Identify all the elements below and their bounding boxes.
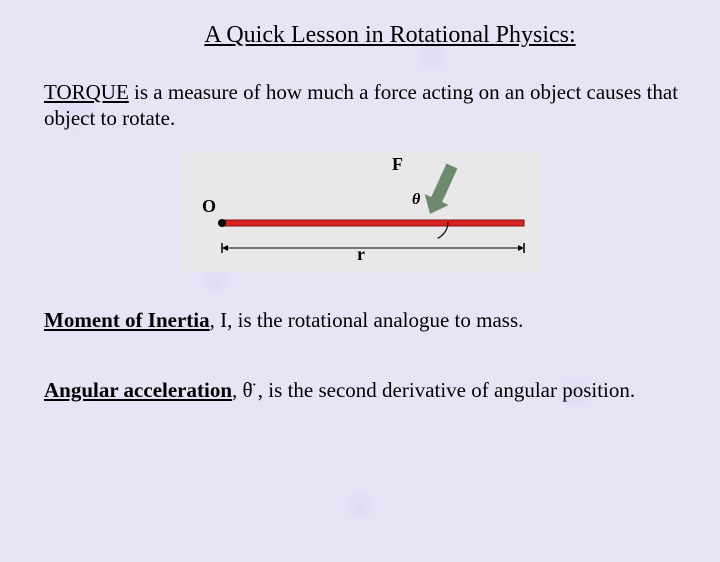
torque-diagram: Fθ Or xyxy=(180,152,540,277)
moi-term: Moment of Inertia xyxy=(44,308,210,332)
torque-term: TORQUE xyxy=(44,80,129,104)
moment-of-inertia-definition: Moment of Inertia, I, is the rotational … xyxy=(44,307,680,333)
torque-text: is a measure of how much a force acting … xyxy=(44,80,678,130)
moi-rest: rotational analogue to mass. xyxy=(288,308,524,332)
angaccel-mid: , θ̈ , is the xyxy=(232,378,318,402)
svg-text:O: O xyxy=(202,196,216,216)
svg-text:r: r xyxy=(357,244,365,264)
angular-acceleration-definition: Angular acceleration, θ̈ , is the second… xyxy=(44,377,680,403)
torque-diagram-svg: Fθ Or xyxy=(180,152,540,272)
svg-text:F: F xyxy=(392,154,403,174)
angaccel-rest: second derivative of angular position. xyxy=(318,378,635,402)
torque-definition: TORQUE is a measure of how much a force … xyxy=(44,79,680,132)
page-title: A Quick Lesson in Rotational Physics: xyxy=(0,22,720,49)
svg-text:θ: θ xyxy=(412,191,421,208)
angaccel-term: Angular acceleration xyxy=(44,378,232,402)
moi-mid: , I, is the xyxy=(210,308,288,332)
